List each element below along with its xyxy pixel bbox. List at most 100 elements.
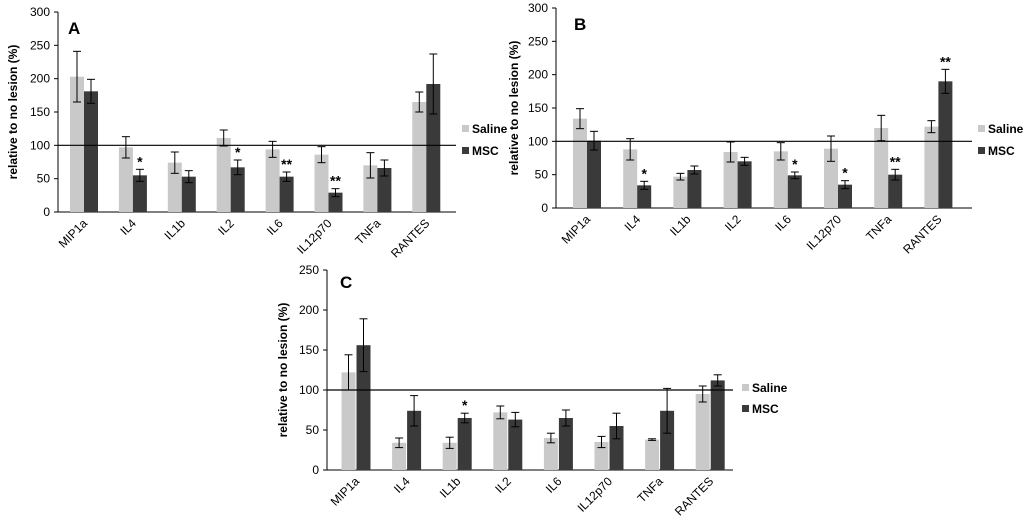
y-tick-label: 100 [299,383,319,397]
y-axis-label: relative to no lesion (%) [6,45,20,180]
significance-marker: * [137,153,143,169]
y-tick-label: 0 [43,205,50,219]
saline-bar-mip1a [573,118,587,208]
legend-saline-swatch [978,125,985,132]
significance-marker: ** [330,173,341,189]
saline-bar-il1b [167,162,182,212]
y-tick-label: 200 [528,68,548,82]
saline-bar-tnfa [874,128,889,208]
x-tick-label: RANTES [388,216,432,260]
y-tick-label: 0 [312,463,319,477]
significance-marker: ** [890,153,901,169]
chart-panel-b: B relative to no lesion (%) Saline MSC 0… [507,1,1024,257]
msc-bar-il12p70 [328,192,343,212]
msc-bar-il4 [132,175,147,212]
x-tick-label: IL6 [264,216,286,238]
msc-bar-il4 [637,185,652,208]
saline-bar-rantes [695,394,710,470]
x-tick-label: MIP1a [559,212,594,247]
saline-bar-il6 [265,149,280,212]
y-tick-label: 200 [299,303,319,317]
legend-msc-label: MSC [472,144,499,158]
x-tick-label: TNFa [352,216,383,247]
msc-bar-il6 [558,418,573,470]
legend-saline-label: Saline [472,122,508,136]
msc-bar-mip1a [587,140,601,208]
x-tick-label: RANTES [900,212,944,256]
saline-bar-il12p70 [824,148,838,208]
x-tick-label: IL4 [391,474,413,496]
msc-bar-tnfa [660,410,675,470]
significance-marker: * [462,397,468,413]
y-tick-label: 100 [30,138,50,152]
y-tick-label: 150 [299,343,319,357]
msc-bar-tnfa [377,168,392,212]
msc-bar-il1b [457,418,472,470]
saline-bar-il4 [118,147,133,212]
saline-bar-mip1a [70,76,84,213]
y-tick-label: 250 [30,38,50,52]
panel-label: B [574,15,586,34]
msc-bar-il6 [787,175,802,208]
x-tick-label: TNFa [863,212,894,243]
saline-bar-rantes [412,102,427,212]
saline-bar-il2 [723,152,738,208]
y-tick-label: 150 [528,101,548,115]
significance-marker: * [842,165,848,181]
x-tick-label: IL4 [117,216,139,238]
legend-msc-swatch [978,147,985,154]
msc-bar-il1b [181,176,196,212]
msc-bar-rantes [426,84,441,212]
saline-bar-tnfa [645,439,660,470]
msc-bar-il2 [230,167,245,212]
x-tick-label: IL1b [162,216,189,243]
saline-bar-il6 [773,151,788,208]
y-tick-label: 0 [541,201,548,215]
significance-marker: ** [281,156,292,172]
y-tick-label: 200 [30,72,50,86]
saline-bar-tnfa [363,165,378,212]
saline-bar-il6 [543,438,558,470]
y-tick-label: 300 [30,5,50,19]
y-tick-label: 50 [535,168,549,182]
msc-bar-tnfa [888,174,903,208]
msc-bar-il1b [687,170,702,208]
msc-bar-mip1a [84,91,98,212]
x-tick-label: IL12p70 [575,474,616,515]
legend-saline-swatch [742,384,749,391]
x-tick-label: MIP1a [328,474,363,509]
msc-bar-il12p70 [609,426,624,470]
x-tick-label: TNFa [635,474,666,505]
msc-bar-mip1a [356,345,371,470]
x-tick-label: IL1b [667,212,694,239]
saline-bar-il1b [442,442,457,470]
x-tick-label: IL6 [772,212,794,234]
x-tick-label: IL12p70 [804,212,845,253]
panel-label: C [340,273,352,292]
y-tick-label: 50 [37,172,51,186]
y-tick-label: 250 [528,34,548,48]
x-tick-label: IL4 [622,212,644,234]
significance-marker: * [792,156,798,172]
legend-saline-swatch [462,125,469,132]
legend-msc-label: MSC [752,402,779,416]
y-tick-label: 50 [306,423,320,437]
y-axis-label: relative to no lesion (%) [276,303,290,438]
x-tick-label: IL1b [437,474,464,501]
msc-bar-il12p70 [838,184,852,208]
x-tick-label: RANTES [672,474,716,518]
msc-bar-il6 [279,176,294,212]
msc-bar-rantes [710,380,725,470]
legend-msc-label: MSC [988,144,1015,158]
significance-marker: * [641,165,647,181]
panel-label: A [68,19,80,38]
msc-bar-rantes [938,81,953,208]
x-tick-label: IL6 [543,474,565,496]
saline-bar-il2 [493,412,508,470]
y-tick-label: 300 [528,1,548,15]
saline-bar-il1b [673,176,688,208]
saline-bar-il2 [216,138,231,212]
saline-bar-il12p70 [594,442,609,470]
x-tick-label: IL2 [492,474,514,496]
